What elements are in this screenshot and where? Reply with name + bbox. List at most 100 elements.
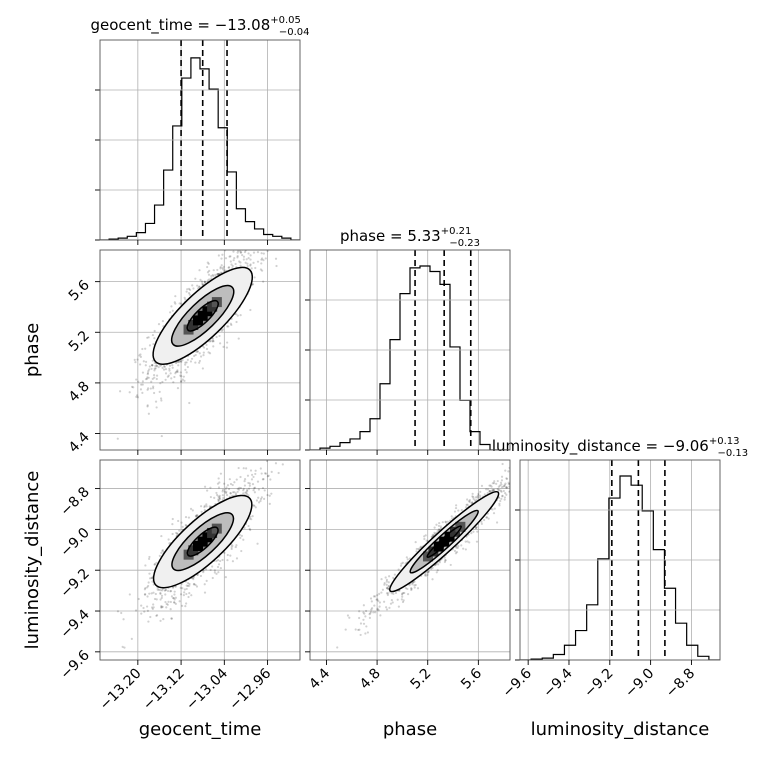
scatter-point (244, 261, 247, 264)
scatter-point (147, 370, 150, 373)
scatter-point (154, 400, 158, 403)
scatter-point (199, 574, 203, 578)
scatter-point (153, 391, 156, 395)
scatter-point (472, 530, 475, 533)
scatter-point (148, 368, 151, 371)
scatter-point (212, 340, 215, 343)
scatter-point (186, 288, 189, 291)
scatter-point (184, 361, 187, 364)
scatter-point (253, 487, 256, 490)
scatter-point (146, 609, 149, 612)
scatter-point (406, 593, 410, 596)
ylabel-luminosity-distance: luminosity_distance (22, 471, 43, 650)
scatter-point (257, 501, 261, 504)
scatter-point (139, 355, 142, 359)
scatter-point (491, 482, 494, 485)
scatter-point (153, 329, 156, 333)
scatter-point (180, 360, 183, 363)
scatter-point (471, 495, 474, 498)
ylabel-phase: phase (22, 323, 43, 377)
scatter-point (378, 605, 381, 608)
scatter-point (221, 267, 224, 270)
hist-phase (310, 265, 510, 450)
scatter-point (169, 608, 172, 611)
scatter-point (362, 611, 365, 614)
scatter-point (242, 492, 245, 495)
scatter-point (368, 613, 371, 616)
panel-frame (519, 459, 721, 661)
scatter-point (184, 515, 188, 519)
scatter-point (119, 390, 122, 393)
scatter-point (468, 500, 471, 503)
scatter-point (188, 584, 191, 587)
scatter-point (413, 580, 416, 583)
scatter-point (505, 486, 508, 489)
scatter-point (151, 364, 154, 367)
scatter-point (435, 523, 438, 526)
scatter-point (203, 485, 207, 488)
scatter-point (148, 592, 151, 595)
scatter-point (396, 598, 399, 601)
scatter-point (208, 269, 211, 272)
scatter-point (483, 493, 486, 496)
scatter-point (205, 579, 208, 582)
scatter-point (504, 482, 507, 485)
scatter-point (220, 264, 223, 267)
scatter-point (180, 380, 183, 383)
scatter-point (446, 520, 449, 523)
scatter-point (376, 594, 379, 597)
scatter-point (401, 592, 404, 595)
scatter-point (164, 372, 168, 375)
scatter-point (399, 564, 403, 567)
scatter-point (186, 358, 189, 361)
scatter-point (153, 563, 157, 566)
scatter-point (249, 258, 252, 261)
scatter-point (464, 540, 467, 543)
scatter-point (233, 481, 236, 484)
scatter-point (229, 322, 232, 325)
scatter-point (211, 576, 214, 580)
scatter-point (249, 254, 252, 257)
scatter-point (160, 534, 163, 538)
scatter-point (161, 380, 164, 384)
scatter-point (505, 486, 509, 489)
scatter-point (170, 377, 173, 380)
scatter-point (188, 293, 191, 296)
scatter-point (252, 489, 255, 492)
scatter-point (402, 591, 405, 595)
scatter-point (174, 602, 177, 606)
panel-frame (99, 39, 301, 241)
scatter-point (476, 530, 479, 533)
scatter-point (387, 584, 391, 587)
scatter-point (135, 395, 138, 399)
scatter-point (505, 486, 508, 489)
scatter-point (183, 379, 186, 382)
scatter-point (457, 545, 460, 548)
scatter-point (491, 508, 494, 511)
scatter-point (195, 350, 198, 353)
scatter-point (423, 574, 427, 577)
scatter-point (438, 561, 441, 564)
scatter-point (208, 352, 212, 355)
scatter-point (150, 606, 154, 609)
scatter-point (222, 496, 225, 500)
scatter-point (179, 593, 183, 596)
scatter-point (205, 503, 208, 506)
scatter-point (281, 241, 283, 243)
scatter-point (228, 478, 231, 481)
density-cell (455, 521, 466, 532)
scatter-point (179, 380, 183, 383)
scatter-point (151, 333, 155, 337)
scatter-point (189, 360, 193, 363)
scatter-point (155, 365, 158, 368)
scatter-point (383, 600, 386, 603)
scatter-point (480, 522, 483, 525)
scatter-point (136, 394, 139, 397)
scatter-point (491, 488, 494, 492)
scatter-point (466, 503, 469, 506)
scatter-point (503, 484, 506, 488)
xlabel-luminosity-distance: luminosity_distance (531, 719, 710, 740)
scatter-point (144, 593, 147, 596)
xtick-label: −8.8 (663, 666, 698, 701)
scatter-point (517, 476, 519, 478)
